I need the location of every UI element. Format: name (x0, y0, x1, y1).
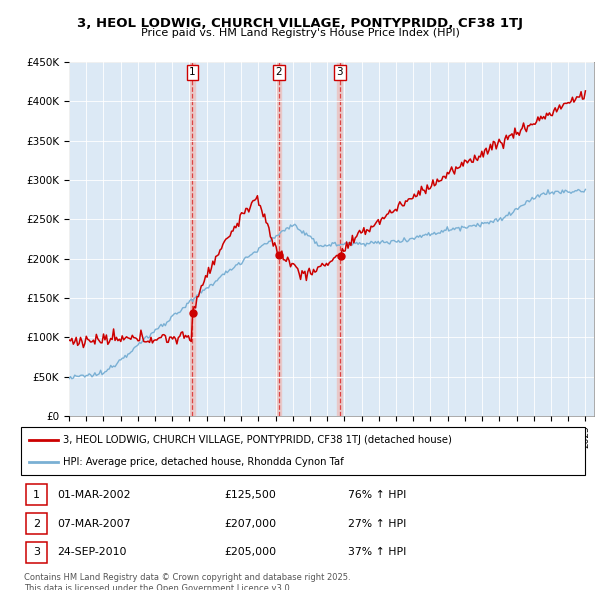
Text: 3: 3 (33, 548, 40, 558)
Text: 2: 2 (275, 67, 282, 77)
Text: 1: 1 (33, 490, 40, 500)
Text: £207,000: £207,000 (224, 519, 276, 529)
FancyBboxPatch shape (21, 427, 585, 475)
Bar (337, 62, 343, 416)
Text: 76% ↑ HPI: 76% ↑ HPI (348, 490, 406, 500)
Text: 37% ↑ HPI: 37% ↑ HPI (348, 548, 406, 558)
Bar (276, 62, 281, 416)
Text: 07-MAR-2007: 07-MAR-2007 (58, 519, 131, 529)
Text: 1: 1 (189, 67, 196, 77)
Text: £205,000: £205,000 (224, 548, 276, 558)
Text: 3, HEOL LODWIG, CHURCH VILLAGE, PONTYPRIDD, CF38 1TJ (detached house): 3, HEOL LODWIG, CHURCH VILLAGE, PONTYPRI… (64, 435, 452, 445)
Text: 3: 3 (337, 67, 343, 77)
Text: HPI: Average price, detached house, Rhondda Cynon Taf: HPI: Average price, detached house, Rhon… (64, 457, 344, 467)
FancyBboxPatch shape (26, 542, 47, 563)
FancyBboxPatch shape (26, 513, 47, 534)
Text: 27% ↑ HPI: 27% ↑ HPI (348, 519, 406, 529)
Text: Price paid vs. HM Land Registry's House Price Index (HPI): Price paid vs. HM Land Registry's House … (140, 28, 460, 38)
Bar (190, 62, 195, 416)
Text: 24-SEP-2010: 24-SEP-2010 (58, 548, 127, 558)
Text: Contains HM Land Registry data © Crown copyright and database right 2025.
This d: Contains HM Land Registry data © Crown c… (24, 573, 350, 590)
Text: 3, HEOL LODWIG, CHURCH VILLAGE, PONTYPRIDD, CF38 1TJ: 3, HEOL LODWIG, CHURCH VILLAGE, PONTYPRI… (77, 17, 523, 30)
Text: £125,500: £125,500 (224, 490, 276, 500)
Text: 01-MAR-2002: 01-MAR-2002 (58, 490, 131, 500)
FancyBboxPatch shape (26, 484, 47, 505)
Text: 2: 2 (32, 519, 40, 529)
